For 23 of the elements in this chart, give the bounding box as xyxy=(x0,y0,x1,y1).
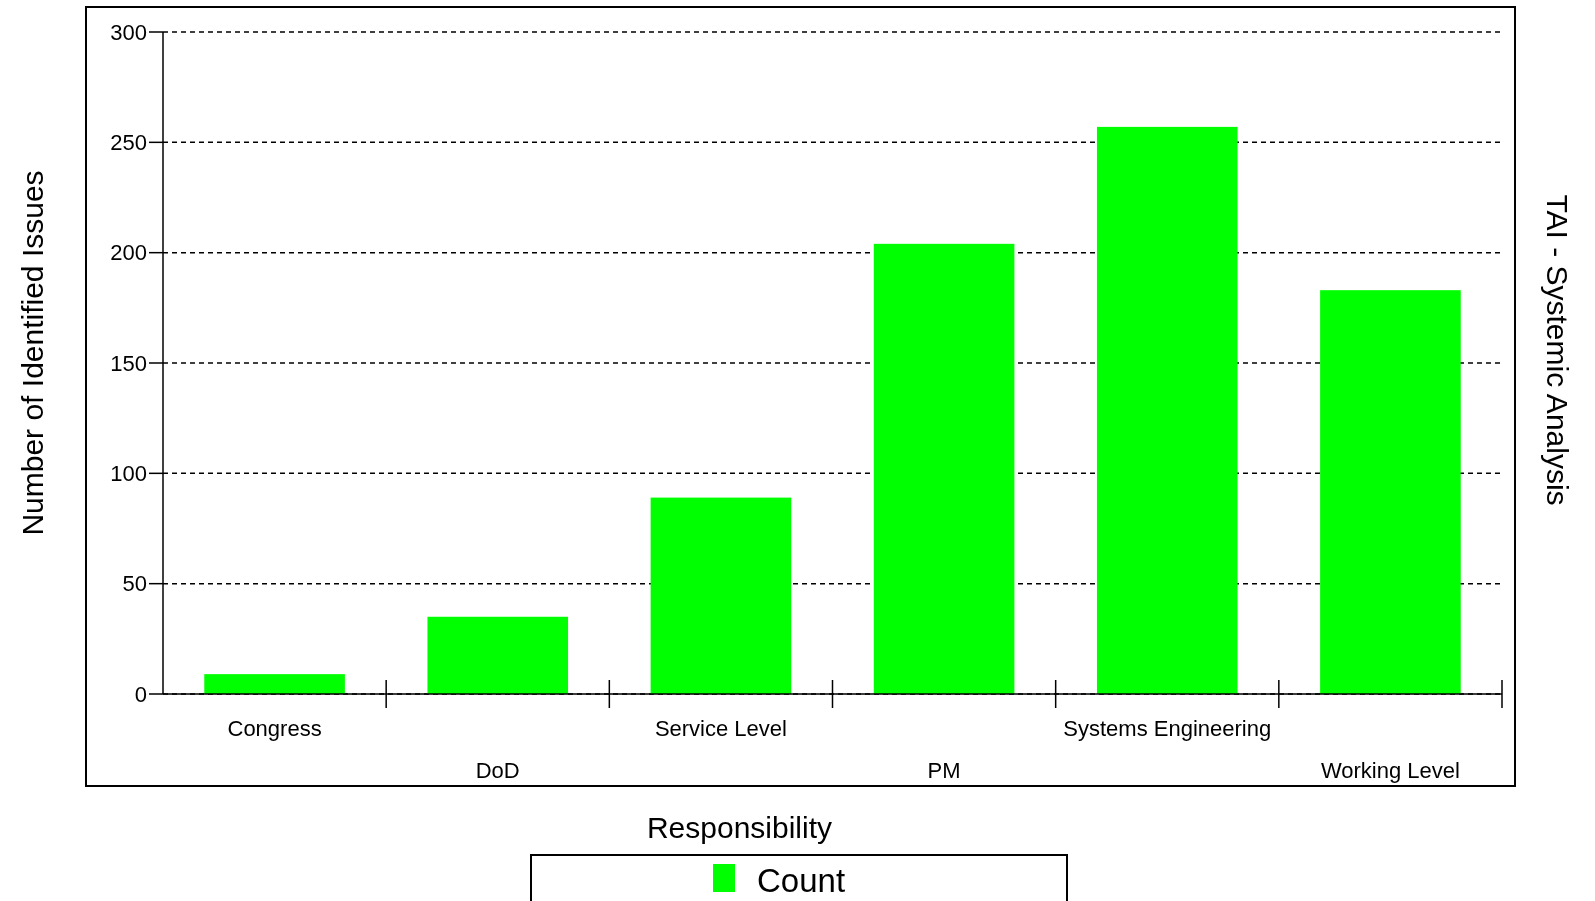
y-tick-label: 200 xyxy=(110,240,147,266)
y-tick-label: 150 xyxy=(110,350,147,376)
bar xyxy=(1320,290,1461,694)
bar xyxy=(1096,126,1238,694)
bar xyxy=(427,616,569,694)
y-tick-label: 0 xyxy=(134,681,147,707)
x-tick-label: DoD xyxy=(475,758,520,783)
x-tick-label: Congress xyxy=(227,716,322,741)
bar xyxy=(650,497,792,694)
bar xyxy=(873,243,1015,694)
y-tick-label: 50 xyxy=(122,571,147,597)
x-tick-label: Service Level xyxy=(654,716,787,741)
x-tick-label: Systems Engineering xyxy=(1063,716,1272,741)
y-tick-label: 100 xyxy=(110,461,147,487)
x-axis-title: Responsibility xyxy=(646,811,833,844)
y-tick-label: 300 xyxy=(110,19,147,45)
bar xyxy=(204,674,345,694)
legend-label: Count xyxy=(757,862,846,899)
y-tick-label: 250 xyxy=(110,130,147,156)
x-tick-label: Working Level xyxy=(1320,758,1460,783)
x-tick-label: PM xyxy=(927,758,961,783)
y-axis-title: Number of Identified Issues xyxy=(16,170,49,536)
text: TAI - Systemic Analysis xyxy=(1541,194,1574,506)
